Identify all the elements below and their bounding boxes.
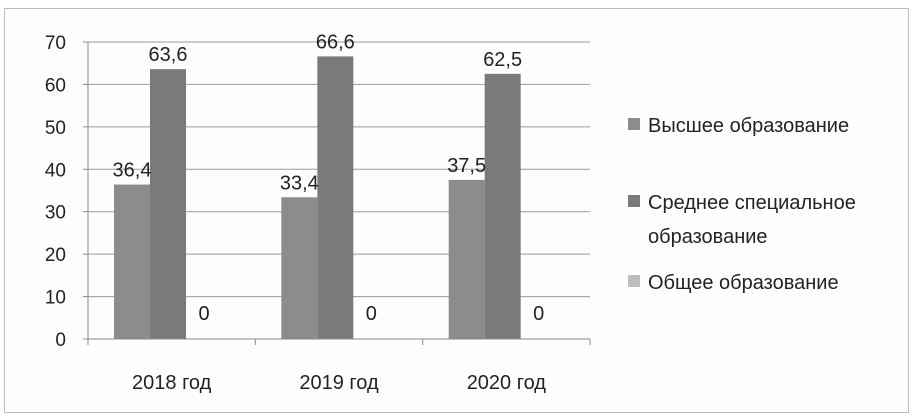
bars xyxy=(114,56,521,339)
x-axis-labels: 2018 год 2019 год 2020 год xyxy=(88,339,590,394)
data-label: 0 xyxy=(198,303,209,325)
y-tick-label: 0 xyxy=(55,330,66,351)
y-tick-label: 60 xyxy=(45,75,66,96)
y-tick-label: 70 xyxy=(45,33,66,54)
legend-swatch-general xyxy=(628,275,640,287)
bar xyxy=(114,185,150,339)
data-label: 0 xyxy=(366,303,377,325)
bar xyxy=(485,74,521,339)
legend: Высшее образование Среднее специальное о… xyxy=(628,115,856,294)
data-label: 62,5 xyxy=(483,49,522,71)
bar xyxy=(281,197,317,339)
legend-swatch-secondary-special xyxy=(628,195,640,207)
y-tick-label: 10 xyxy=(45,288,66,309)
data-label: 36,4 xyxy=(113,160,152,182)
legend-swatch-higher xyxy=(628,118,640,130)
y-axis-ticks: 0 10 20 30 40 50 60 70 xyxy=(45,33,88,351)
legend-label-secondary-special-line2: образование xyxy=(648,226,768,248)
x-tick-label: 2019 год xyxy=(299,372,379,394)
y-tick-label: 40 xyxy=(45,160,66,181)
bar xyxy=(317,56,353,339)
data-label: 0 xyxy=(533,303,544,325)
legend-label-higher: Высшее образование xyxy=(648,115,849,137)
bar xyxy=(449,180,485,339)
y-tick-label: 30 xyxy=(45,203,66,224)
data-label: 33,4 xyxy=(280,172,319,194)
data-label: 63,6 xyxy=(149,44,188,66)
x-tick-label: 2018 год xyxy=(132,372,212,394)
legend-label-general: Общее образование xyxy=(648,272,839,294)
legend-label-secondary-special-line1: Среднее специальное xyxy=(648,192,856,214)
y-tick-label: 20 xyxy=(45,245,66,266)
bar xyxy=(150,69,186,339)
data-label: 37,5 xyxy=(447,155,486,177)
x-tick-label: 2020 год xyxy=(467,372,547,394)
y-tick-label: 50 xyxy=(45,118,66,139)
data-label: 66,6 xyxy=(316,31,355,53)
